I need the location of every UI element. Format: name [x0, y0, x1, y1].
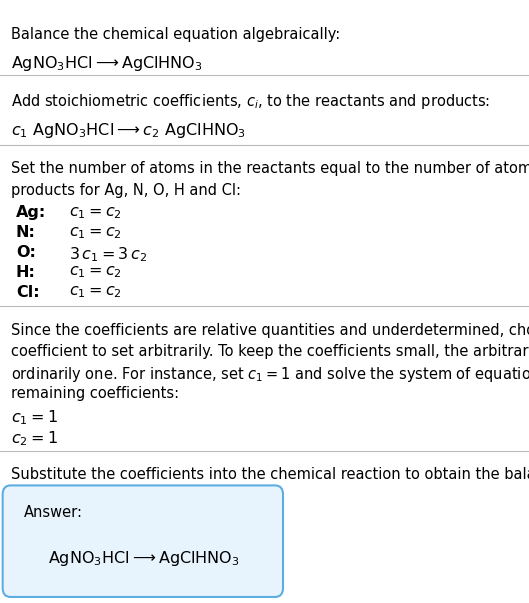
Text: products for Ag, N, O, H and Cl:: products for Ag, N, O, H and Cl:	[11, 183, 241, 198]
Text: $c_1 = c_2$: $c_1 = c_2$	[69, 205, 122, 221]
Text: $3\,c_1 = 3\,c_2$: $3\,c_1 = 3\,c_2$	[69, 245, 147, 264]
Text: $\mathregular{AgNO_3HCl} \longrightarrow \mathregular{AgClHNO_3}$: $\mathregular{AgNO_3HCl} \longrightarrow…	[48, 549, 240, 568]
Text: $c_1 = c_2$: $c_1 = c_2$	[69, 225, 122, 241]
Text: $c_1\ \mathregular{AgNO_3HCl} \longrightarrow c_2\ \mathregular{AgClHNO_3}$: $c_1\ \mathregular{AgNO_3HCl} \longright…	[11, 121, 245, 140]
Text: Since the coefficients are relative quantities and underdetermined, choose a: Since the coefficients are relative quan…	[11, 323, 529, 338]
Text: coefficient to set arbitrarily. To keep the coefficients small, the arbitrary va: coefficient to set arbitrarily. To keep …	[11, 344, 529, 359]
Text: H:: H:	[16, 265, 36, 280]
Text: $c_2 = 1$: $c_2 = 1$	[11, 429, 57, 448]
Text: ordinarily one. For instance, set $c_1 = 1$ and solve the system of equations fo: ordinarily one. For instance, set $c_1 =…	[11, 365, 529, 384]
Text: $c_1 = 1$: $c_1 = 1$	[11, 408, 57, 427]
Text: $\mathregular{AgNO_3HCl} \longrightarrow \mathregular{AgClHNO_3}$: $\mathregular{AgNO_3HCl} \longrightarrow…	[11, 54, 203, 74]
Text: Balance the chemical equation algebraically:: Balance the chemical equation algebraica…	[11, 27, 340, 42]
Text: Set the number of atoms in the reactants equal to the number of atoms in the: Set the number of atoms in the reactants…	[11, 161, 529, 176]
FancyBboxPatch shape	[3, 485, 283, 597]
Text: remaining coefficients:: remaining coefficients:	[11, 386, 179, 401]
Text: Add stoichiometric coefficients, $c_i$, to the reactants and products:: Add stoichiometric coefficients, $c_i$, …	[11, 92, 490, 111]
Text: N:: N:	[16, 225, 36, 240]
Text: Cl:: Cl:	[16, 285, 40, 300]
Text: Substitute the coefficients into the chemical reaction to obtain the balanced: Substitute the coefficients into the che…	[11, 467, 529, 482]
Text: O:: O:	[16, 245, 36, 260]
Text: $c_1 = c_2$: $c_1 = c_2$	[69, 285, 122, 300]
Text: $c_1 = c_2$: $c_1 = c_2$	[69, 265, 122, 280]
Text: equation:: equation:	[11, 488, 80, 504]
Text: Answer:: Answer:	[24, 505, 83, 520]
Text: Ag:: Ag:	[16, 205, 46, 220]
